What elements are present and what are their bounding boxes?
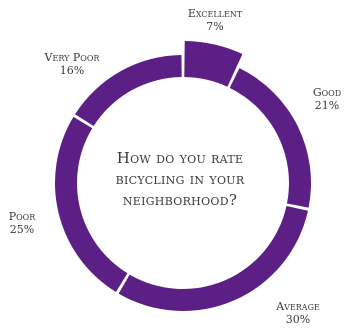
slice-label-excellent: Excellent <box>188 7 243 20</box>
slice-label-good: Good <box>313 86 341 99</box>
center-title-line-1: How do you rate <box>117 149 244 167</box>
slice-label-very-poor: Very Poor <box>44 51 101 64</box>
slice-value-average: 30% <box>286 313 310 326</box>
center-title-line-3: neighborhood? <box>123 191 237 209</box>
slice-poor <box>55 116 128 293</box>
slice-average <box>118 205 308 312</box>
slice-excellent <box>184 41 243 87</box>
slice-label-poor: Poor <box>9 210 37 223</box>
slice-very-poor <box>75 55 182 127</box>
slice-value-poor: 25% <box>10 223 34 236</box>
slice-value-good: 21% <box>315 99 339 112</box>
center-title-line-2: bicycling in your <box>116 170 245 188</box>
donut-segments <box>55 41 312 312</box>
slice-good <box>229 68 312 208</box>
slice-label-average: Average <box>275 300 320 313</box>
slice-value-very-poor: 16% <box>60 64 84 77</box>
slice-value-excellent: 7% <box>206 20 223 33</box>
